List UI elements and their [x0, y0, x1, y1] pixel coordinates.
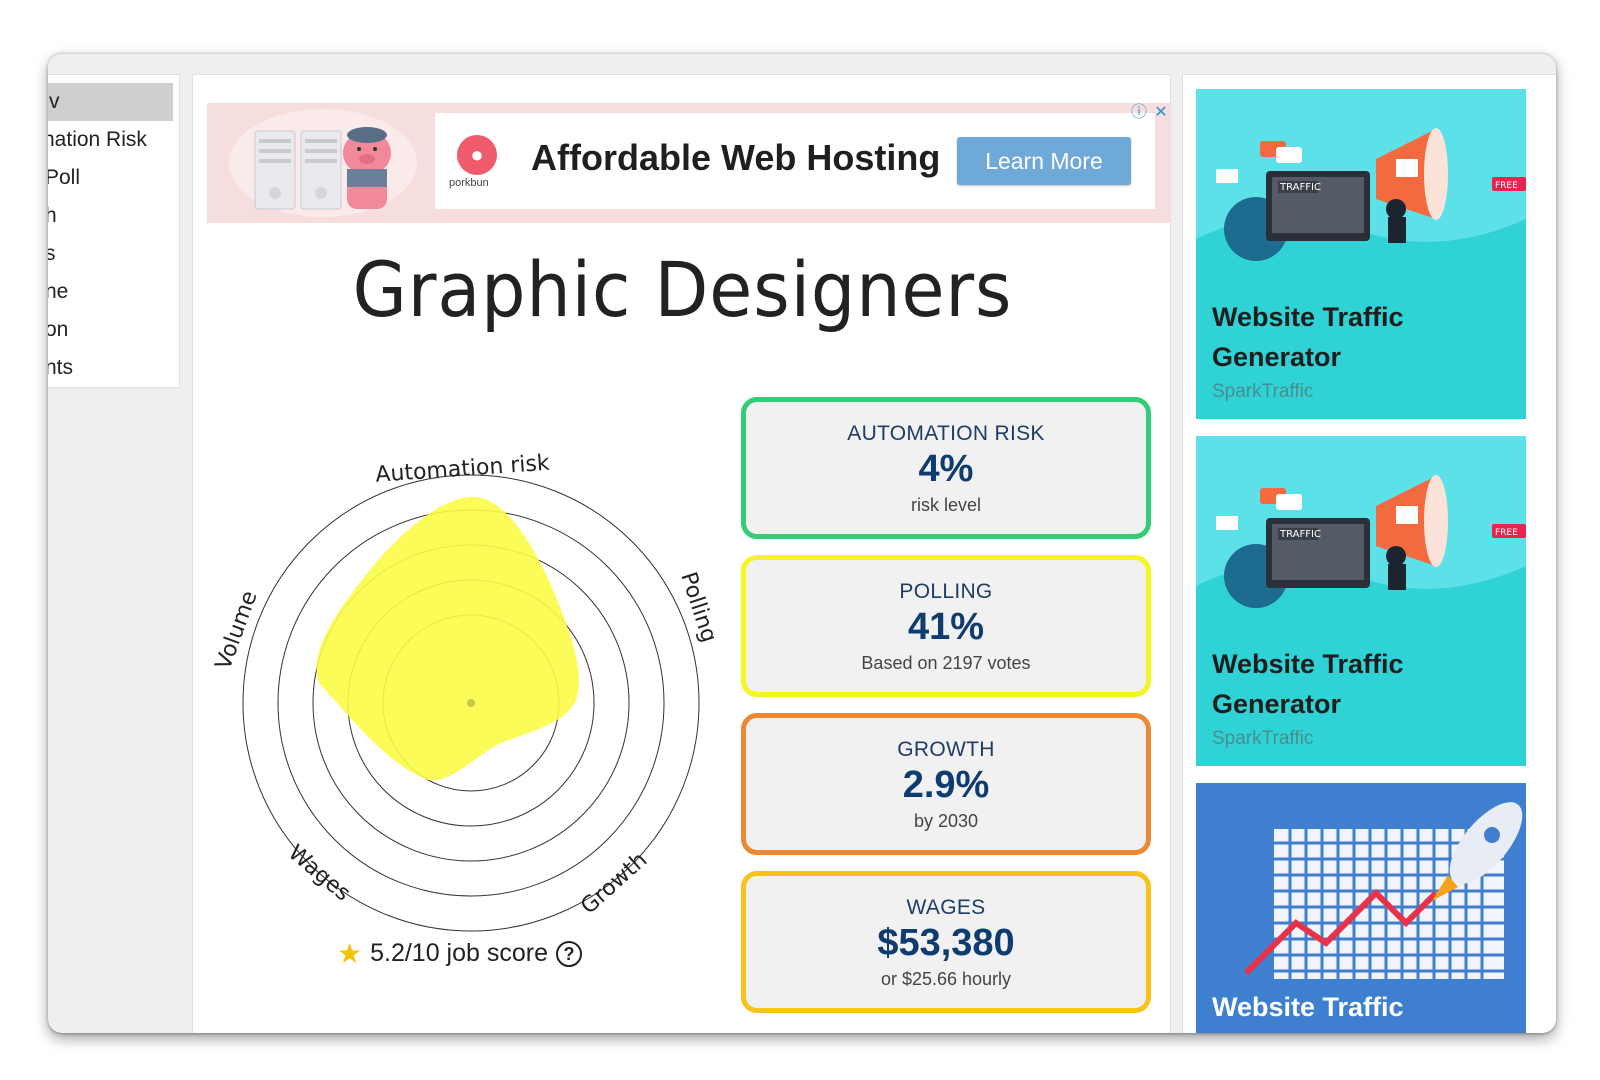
porkbun-logo-icon: ●	[457, 135, 497, 175]
job-score: ★ 5.2/10 job score ?	[337, 937, 583, 970]
axis-label-growth: Growth	[576, 848, 652, 920]
nav-item-automation-risk[interactable]: nation Risk	[48, 121, 179, 159]
side-ad[interactable]: Website Traffic	[1196, 783, 1526, 1033]
nav-item-label: s	[48, 235, 56, 273]
art-label: TRAFFIC	[1279, 529, 1321, 540]
axis-label-polling: Polling	[675, 569, 721, 645]
section-nav: v nation Risk Poll h s ne on nts	[48, 74, 180, 388]
card-value: 2.9%	[902, 764, 990, 806]
card-value: $53,380	[877, 922, 1015, 964]
side-ad[interactable]: TRAFFIC FREE Website Traffic Generator S…	[1196, 89, 1526, 419]
side-ad-title: Website Traffic	[1212, 992, 1404, 1022]
ad-illustration	[229, 109, 417, 217]
ad-logo-text: porkbun	[449, 177, 489, 189]
side-ad-title: Website Traffic Generator	[1212, 649, 1404, 719]
main-panel: ● porkbun Affordable Web Hosting Learn M…	[192, 74, 1171, 1033]
nav-item-label: Poll	[48, 166, 81, 189]
radar-chart: Automation risk Polling Growth Wages Vol…	[211, 451, 721, 932]
ad-traffic-illustration: TRAFFIC FREE	[1196, 89, 1526, 279]
ad-title: Affordable Web Hosting	[531, 137, 941, 178]
side-ad-source: SparkTraffic	[1212, 381, 1314, 402]
card-value: 41%	[907, 606, 985, 648]
nav-item-label: h	[48, 197, 57, 235]
axis-label-wages: Wages	[283, 840, 355, 906]
help-icon[interactable]: ?	[556, 940, 583, 967]
browser-window: v nation Risk Poll h s ne on nts	[48, 53, 1556, 1033]
job-score-text: 5.2/10 job score	[370, 939, 549, 967]
nav-item-label: nts	[48, 356, 74, 379]
ad-choices: ⓘ ✕	[1129, 103, 1171, 123]
nav-item-label: on	[48, 318, 69, 341]
art-label: TRAFFIC	[1279, 182, 1321, 193]
card-label: GROWTH	[897, 738, 995, 761]
card-sub: Based on 2197 votes	[861, 653, 1031, 673]
polling-card[interactable]: POLLING 41% Based on 2197 votes	[741, 555, 1151, 697]
side-ad-source: SparkTraffic	[1212, 728, 1314, 749]
card-value: 4%	[918, 448, 974, 490]
side-ad-title: Website Traffic Generator	[1212, 302, 1404, 372]
nav-item-comments[interactable]: nts	[48, 349, 179, 387]
ad-traffic-illustration: TRAFFIC FREE	[1196, 436, 1526, 626]
nav-item-label: ne	[48, 280, 69, 303]
banner-ad[interactable]: ● porkbun Affordable Web Hosting Learn M…	[207, 103, 1171, 223]
side-ad-column: TRAFFIC FREE Website Traffic Generator S…	[1182, 74, 1556, 1033]
ad-learn-more-button[interactable]: Learn More	[957, 137, 1131, 185]
nav-item-growth[interactable]: h	[48, 197, 179, 235]
axis-label-automation-risk: Automation risk	[375, 451, 551, 488]
growth-card[interactable]: GROWTH 2.9% by 2030	[741, 713, 1151, 855]
card-label: AUTOMATION RISK	[847, 422, 1045, 445]
page-title: Graphic Designers	[352, 245, 1013, 334]
ad-content: ● porkbun Affordable Web Hosting Learn M…	[435, 113, 1155, 209]
card-sub: by 2030	[913, 811, 979, 831]
card-sub: or $25.66 hourly	[880, 969, 1012, 989]
wages-card[interactable]: WAGES $53,380 or $25.66 hourly	[741, 871, 1151, 1013]
card-label: POLLING	[899, 580, 993, 603]
side-ad[interactable]: TRAFFIC FREE Website Traffic Generator S…	[1196, 436, 1526, 766]
ad-info-icon[interactable]: ⓘ	[1130, 104, 1147, 121]
nav-item-wages[interactable]: s	[48, 235, 179, 273]
nav-item-volume[interactable]: ne	[48, 273, 179, 311]
radar-shape	[316, 496, 579, 781]
ad-free-badge: FREE	[1495, 181, 1518, 191]
ad-close-icon[interactable]: ✕	[1154, 104, 1168, 121]
nav-item-label: nation Risk	[48, 128, 147, 151]
ad-rocket-illustration	[1196, 783, 1526, 993]
radar-center	[467, 699, 475, 707]
nav-item-label: v	[49, 90, 60, 113]
automation-risk-card[interactable]: AUTOMATION RISK 4% risk level	[741, 397, 1151, 539]
card-sub: risk level	[910, 495, 981, 515]
star-icon: ★	[337, 938, 363, 969]
ad-free-badge: FREE	[1495, 528, 1518, 538]
radar-ring	[242, 474, 700, 932]
card-label: WAGES	[906, 896, 986, 919]
nav-item-overview[interactable]: v	[48, 83, 173, 121]
nav-item-poll[interactable]: Poll	[48, 159, 179, 197]
nav-item-education[interactable]: on	[48, 311, 179, 349]
